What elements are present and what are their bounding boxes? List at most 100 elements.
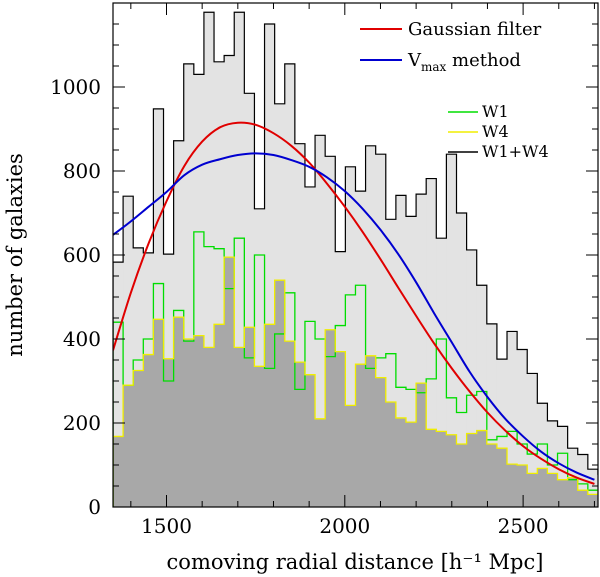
w4-bar [405, 422, 417, 507]
plot-clip-group [113, 11, 598, 507]
w4-bar [496, 448, 508, 507]
w4-bar [557, 479, 569, 507]
axes: 1500 2000 2500 0 200 400 600 800 1000 [50, 2, 599, 538]
w4-bar [234, 347, 245, 507]
w4-bar [264, 324, 276, 507]
w4-bar [325, 329, 336, 507]
w4-bar [375, 377, 387, 507]
y-tick-label: 1000 [50, 75, 101, 99]
w4-bar [486, 444, 498, 507]
w1w4-bar [315, 135, 326, 507]
w1w4-bar [486, 323, 498, 507]
w4-bar [224, 257, 235, 507]
w1w4-bar [113, 262, 124, 507]
w4-bar [547, 473, 558, 507]
w4-bar [456, 444, 468, 507]
w4-bar [304, 374, 316, 507]
w1w4-bar [254, 208, 265, 507]
w4-bar [203, 347, 215, 507]
w4-bar [254, 366, 265, 507]
hist-legend-label-1: W4 [482, 122, 509, 141]
w1w4-bar [193, 74, 205, 507]
w4-bar [517, 465, 528, 507]
w1w4-bar [507, 331, 518, 507]
w1w4-bar [416, 194, 427, 507]
gaussian-filter-curve [113, 121, 595, 485]
w1w4-bar [234, 12, 245, 507]
w4-bar [436, 431, 447, 507]
w4-bar [113, 436, 124, 507]
w4-bar [365, 355, 377, 507]
x-tick-label: 2500 [498, 514, 549, 538]
w4-bar [385, 402, 397, 507]
w4-bar [153, 319, 164, 507]
w4-bar [143, 354, 154, 507]
w1w4-bar [294, 143, 306, 507]
w1w4-bar [385, 219, 397, 507]
w4-bar [284, 341, 296, 507]
x-axis-title: comoving radial distance [h⁻¹ Mpc] [167, 550, 544, 574]
w1w4-bar [123, 196, 134, 507]
w1w4-bar [527, 373, 538, 507]
w4-bar [274, 280, 286, 507]
w1w4-bar [264, 24, 276, 507]
w4-bar [587, 494, 598, 507]
w1w4-bar [365, 145, 377, 507]
w4-bar [335, 351, 346, 507]
w1w4-bar [284, 63, 296, 507]
w1w4-bar [446, 154, 457, 507]
w1w4-bar [405, 216, 417, 507]
w4-bar [577, 490, 589, 507]
legend-label-1: Vmax method [407, 50, 521, 74]
w1w4-bar [587, 469, 598, 507]
plot-area [113, 11, 598, 507]
w4-bar [345, 405, 356, 507]
y-axis-title: number of galaxies [3, 153, 27, 357]
y-tick-label: 600 [63, 243, 101, 267]
hist-legend-label-2: W1+W4 [482, 142, 549, 161]
w4-step-line [113, 256, 598, 507]
w1w4-bar [304, 186, 316, 507]
w1w4-bar [183, 63, 195, 507]
w4-bar [183, 339, 195, 507]
w4-bar [537, 468, 548, 507]
w1w4-bar [355, 191, 366, 507]
w4-bar [446, 434, 457, 507]
w4-bar [527, 473, 538, 507]
w4-bar [123, 385, 134, 507]
y-tick-label: 800 [63, 159, 101, 183]
w1w4-bar [153, 108, 164, 507]
w1w4-bar [203, 12, 215, 507]
w1w4-bar [426, 178, 437, 507]
y-tick-label: 400 [63, 327, 101, 351]
w4-bar [476, 430, 488, 507]
w1w4-bar [244, 93, 255, 507]
w1w4-bar [395, 195, 407, 507]
w4-bar [507, 464, 518, 507]
y-tick-label: 0 [88, 495, 101, 519]
w4-bar [567, 477, 579, 507]
x-tick-label: 2000 [319, 514, 370, 538]
legend-label-0: Gaussian filter [408, 19, 542, 40]
w4-bar [294, 362, 306, 507]
w4-bar [315, 418, 326, 507]
w1w4-bar [345, 166, 356, 507]
w1w4-bar [436, 238, 447, 507]
w4-bar [244, 327, 255, 507]
w1w4-bar [214, 61, 225, 507]
w1w4-bar [537, 403, 548, 507]
w1w4-bar [466, 249, 478, 507]
w1w4-step-line [113, 11, 598, 507]
w1w4-bar [496, 359, 508, 507]
w4-bar [173, 317, 185, 507]
w4-bar [133, 370, 144, 507]
w1w4-bar [547, 420, 558, 507]
x-tick-label: 1500 [141, 514, 192, 538]
w4-bar [395, 417, 407, 507]
hist-legend-label-0: W1 [482, 102, 509, 121]
w1w4-bar [517, 349, 528, 507]
w1w4-bar [375, 154, 387, 507]
w4-bar [214, 324, 225, 507]
